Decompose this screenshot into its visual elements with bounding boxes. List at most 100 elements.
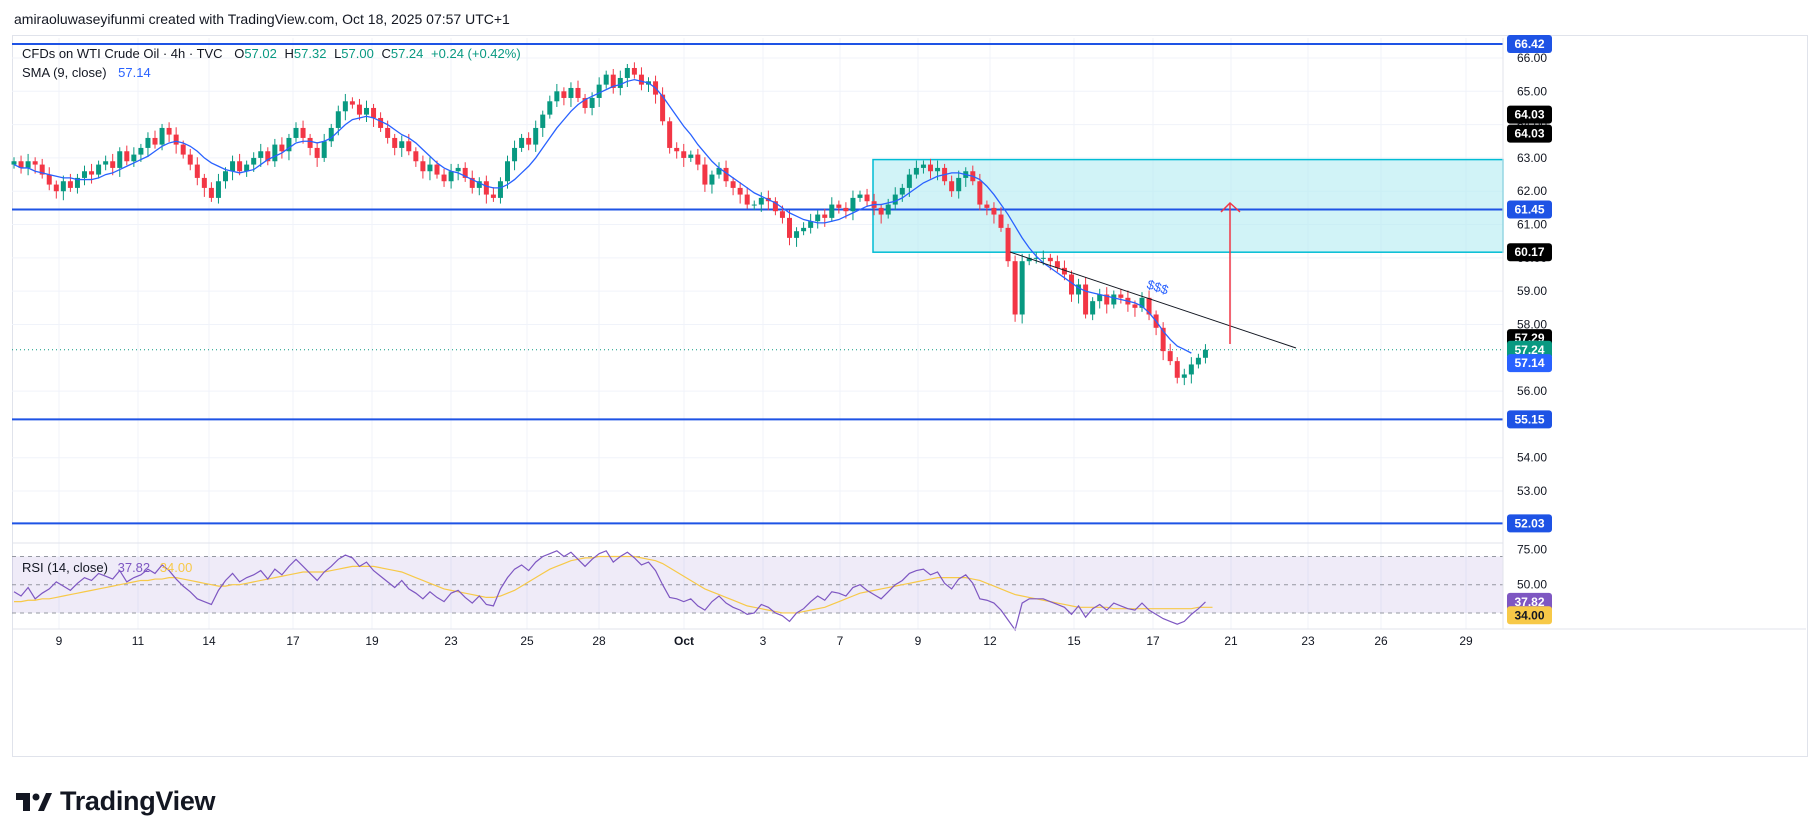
candle-body	[723, 167, 729, 182]
candle-body	[18, 161, 24, 168]
level-price-label-bg	[1507, 410, 1552, 429]
candle-body	[913, 167, 919, 175]
level-price-label: 52.03	[1514, 516, 1544, 530]
symbol-name[interactable]: CFDs on WTI Crude Oil · 4h · TVC	[22, 46, 223, 61]
trend-line[interactable]	[1009, 251, 1297, 349]
candle-body	[1012, 261, 1018, 315]
rsi-legend[interactable]: RSI (14, close) 37.82 34.00	[22, 560, 192, 575]
time-tick-label: 11	[132, 634, 145, 648]
rsi-line[interactable]	[13, 550, 1206, 632]
level-price-label-bg	[1507, 200, 1552, 219]
candle-body	[885, 204, 891, 215]
candle-body	[998, 214, 1004, 228]
candle-body	[32, 161, 38, 165]
candle-body	[575, 87, 581, 98]
candle-body	[166, 127, 172, 135]
candle-body	[561, 91, 567, 98]
time-tick-label: 28	[592, 634, 606, 648]
candle-body	[335, 111, 341, 128]
candle-body	[1188, 364, 1194, 375]
sma-line[interactable]	[13, 78, 1192, 354]
price-tick-label: 66.00	[1517, 51, 1547, 65]
time-tick-label: 9	[56, 634, 63, 648]
candle-body	[82, 171, 87, 178]
candle-body	[392, 137, 398, 148]
candle-body	[681, 151, 687, 158]
candle-body	[349, 101, 355, 105]
candle-body	[631, 67, 637, 75]
candle-body	[568, 87, 574, 98]
change-value: +0.24 (+0.42%)	[431, 46, 521, 61]
candle-body	[39, 164, 45, 175]
candle-body	[1076, 284, 1082, 295]
candle-body	[850, 197, 856, 212]
candle-body	[96, 164, 102, 175]
candle-body	[984, 204, 990, 208]
sma-label[interactable]: SMA (9, close)	[22, 65, 107, 80]
price-tick-label: 54.00	[1517, 451, 1547, 465]
candle-body	[928, 164, 933, 172]
price-label: 60.17	[1514, 245, 1544, 259]
candle-body	[434, 164, 440, 175]
chart-frame	[12, 35, 1808, 757]
candle-body	[1139, 297, 1145, 308]
candle-body	[356, 104, 362, 115]
candle-body	[328, 127, 334, 142]
candle-body	[25, 161, 31, 168]
time-tick-label: 12	[983, 634, 997, 648]
candle-body	[1061, 267, 1067, 275]
candle-body	[286, 137, 292, 152]
candle-body	[497, 181, 503, 198]
time-tick-label: 19	[365, 634, 379, 648]
candle-body	[603, 74, 609, 85]
candle-body	[730, 181, 736, 188]
sma-legend[interactable]: SMA (9, close) 57.14	[22, 65, 151, 80]
symbol-legend[interactable]: CFDs on WTI Crude Oil · 4h · TVC O57.02 …	[22, 46, 521, 61]
candle-body	[321, 141, 327, 158]
candle-body	[829, 204, 835, 218]
rsi-signal-label: 34.00	[1514, 608, 1544, 622]
rsi-label[interactable]: RSI (14, close)	[22, 560, 108, 575]
candle-body	[244, 164, 250, 172]
candle-body	[737, 187, 743, 195]
candle-body	[399, 141, 405, 148]
candle-body	[1167, 351, 1173, 362]
candle-body	[815, 214, 821, 222]
time-tick-label: 7	[837, 634, 844, 648]
candle-body	[279, 144, 285, 152]
candle-body	[448, 171, 454, 182]
candle-body	[237, 161, 243, 172]
candle-body	[138, 147, 144, 155]
time-tick-label: 3	[760, 634, 767, 648]
candle-body	[11, 161, 17, 165]
level-price-label: 66.42	[1514, 37, 1544, 51]
candle-body	[801, 227, 807, 232]
rsi-ma-line[interactable]	[14, 555, 1213, 614]
rsi-signal-value: 34.00	[159, 560, 193, 575]
candle-body	[145, 137, 151, 148]
annotation-text: $$$	[1145, 277, 1171, 298]
candle-body	[455, 167, 461, 172]
candle-body	[67, 181, 73, 188]
level-price-label: 61.45	[1514, 203, 1544, 217]
candle-body	[103, 161, 109, 165]
tradingview-logo[interactable]: TradingView	[16, 786, 216, 817]
price-label: 57.24	[1514, 343, 1544, 357]
candle-body	[131, 154, 137, 162]
candle-body	[1174, 361, 1180, 378]
price-tick-label: 53.00	[1517, 484, 1547, 498]
candle-body	[371, 107, 377, 118]
candle-body	[660, 94, 666, 122]
candle-body	[519, 137, 525, 148]
tradingview-wordmark: TradingView	[60, 786, 216, 816]
candle-body	[462, 167, 468, 178]
candle-body	[1005, 227, 1011, 262]
candle-body	[1054, 261, 1060, 268]
supply-demand-zone[interactable]	[872, 158, 1504, 253]
candle-body	[314, 147, 320, 158]
rsi-value-label: 37.82	[1514, 595, 1544, 609]
rsi-tick-label: 50.00	[1517, 578, 1547, 592]
candle-body	[526, 137, 532, 145]
close-value: 57.24	[390, 46, 424, 61]
